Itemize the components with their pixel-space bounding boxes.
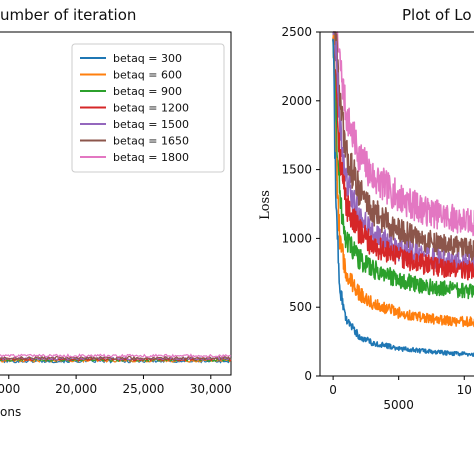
left-x-axis-label: ons (0, 405, 21, 419)
right-series-group (332, 31, 474, 357)
left-x-tick-label: 000 (0, 382, 20, 396)
right-y-tick-label: 1500 (281, 163, 312, 177)
right-chart: Plot of Lo Loss 0 500 1000 1500 2000 2500 0 50… (258, 6, 474, 412)
left-chart-title: umber of iteration (0, 6, 136, 24)
left-x-ticks: 000 20,000 25,000 30,000 (0, 375, 232, 396)
right-y-tick-label: 0 (304, 369, 312, 383)
left-series-line-7 (0, 353, 232, 359)
left-x-tick-label: 30,000 (190, 382, 232, 396)
right-series-line-4 (332, 40, 474, 281)
right-series-line-1 (332, 31, 474, 237)
legend-entry-label: betaq = 600 (113, 69, 182, 82)
legend-entry-label: betaq = 1800 (113, 151, 189, 164)
right-y-tick-label: 1000 (281, 231, 312, 245)
legend-box (71, 43, 225, 173)
right-y-ticks: 0 500 1000 1500 2000 2500 (281, 25, 320, 383)
right-y-tick-label: 500 (289, 300, 312, 314)
right-y-tick-label: 2500 (281, 25, 312, 39)
legend-entry-label: betaq = 300 (113, 52, 182, 65)
right-y-axis-label: Loss (258, 190, 273, 220)
legend: betaq = 300 betaq = 600 betaq = 900 betaq =… (71, 43, 225, 173)
left-plot-frame (0, 31, 232, 376)
right-plot-frame (319, 31, 474, 377)
right-series-line-5 (332, 39, 474, 300)
left-x-tick-label: 20,000 (55, 382, 97, 396)
right-x-tick-label: 10 (457, 383, 472, 397)
left-chart: umber of iteration 000 20,000 25,000 30,000… (0, 6, 232, 419)
right-series-line-6 (332, 34, 474, 328)
right-x-tick-label: 5000 (383, 398, 414, 412)
left-series-line-2 (0, 358, 232, 364)
legend-entry-label: betaq = 1650 (113, 135, 189, 148)
right-y-tick-label: 2000 (281, 94, 312, 108)
right-x-ticks: 0 5000 10 (329, 376, 472, 412)
right-chart-title: Plot of Lo (402, 6, 472, 24)
legend-items: betaq = 300 betaq = 600 betaq = 900 betaq =… (80, 52, 189, 164)
right-x-tick-label: 0 (329, 383, 337, 397)
left-series-group (0, 353, 232, 364)
legend-entry-label: betaq = 1500 (113, 118, 189, 131)
legend-entry-label: betaq = 1200 (113, 102, 189, 115)
legend-entry-label: betaq = 900 (113, 85, 182, 98)
left-x-tick-label: 25,000 (122, 382, 164, 396)
right-series-line-7 (332, 38, 474, 357)
